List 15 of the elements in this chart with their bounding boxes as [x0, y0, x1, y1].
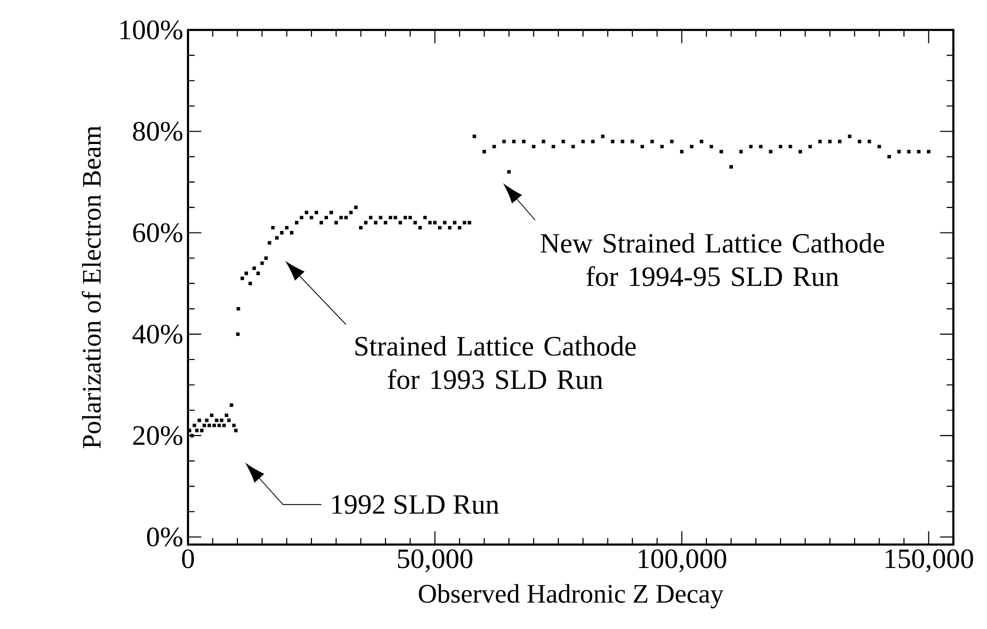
y-tick-label: 0% [147, 528, 182, 547]
x-tick-label: 100,000 [638, 549, 726, 572]
annotation: 1992 SLD Run [332, 495, 499, 514]
x-tick-label: 50,000 [398, 549, 472, 572]
y-axis-title: Polarization of Electron Beam [82, 126, 101, 448]
x-axis-title: Observed Hadronic Z Decay [418, 584, 724, 608]
y-tick-label: 40% [132, 324, 182, 344]
x-tick-label: 150,000 [886, 549, 974, 572]
annotation: Strained Lattice Cathode for 1993 SLD Run [356, 336, 636, 390]
y-tick-label: 60% [133, 223, 182, 242]
y-tick-label: 80% [133, 122, 182, 141]
x-tick-label: 0 [182, 549, 194, 568]
y-tick-label: 100% [120, 20, 182, 40]
annotation: New Strained Lattice Cathode for 1994-95 SLD Run [540, 233, 884, 286]
y-tick-label: 20% [133, 426, 182, 446]
